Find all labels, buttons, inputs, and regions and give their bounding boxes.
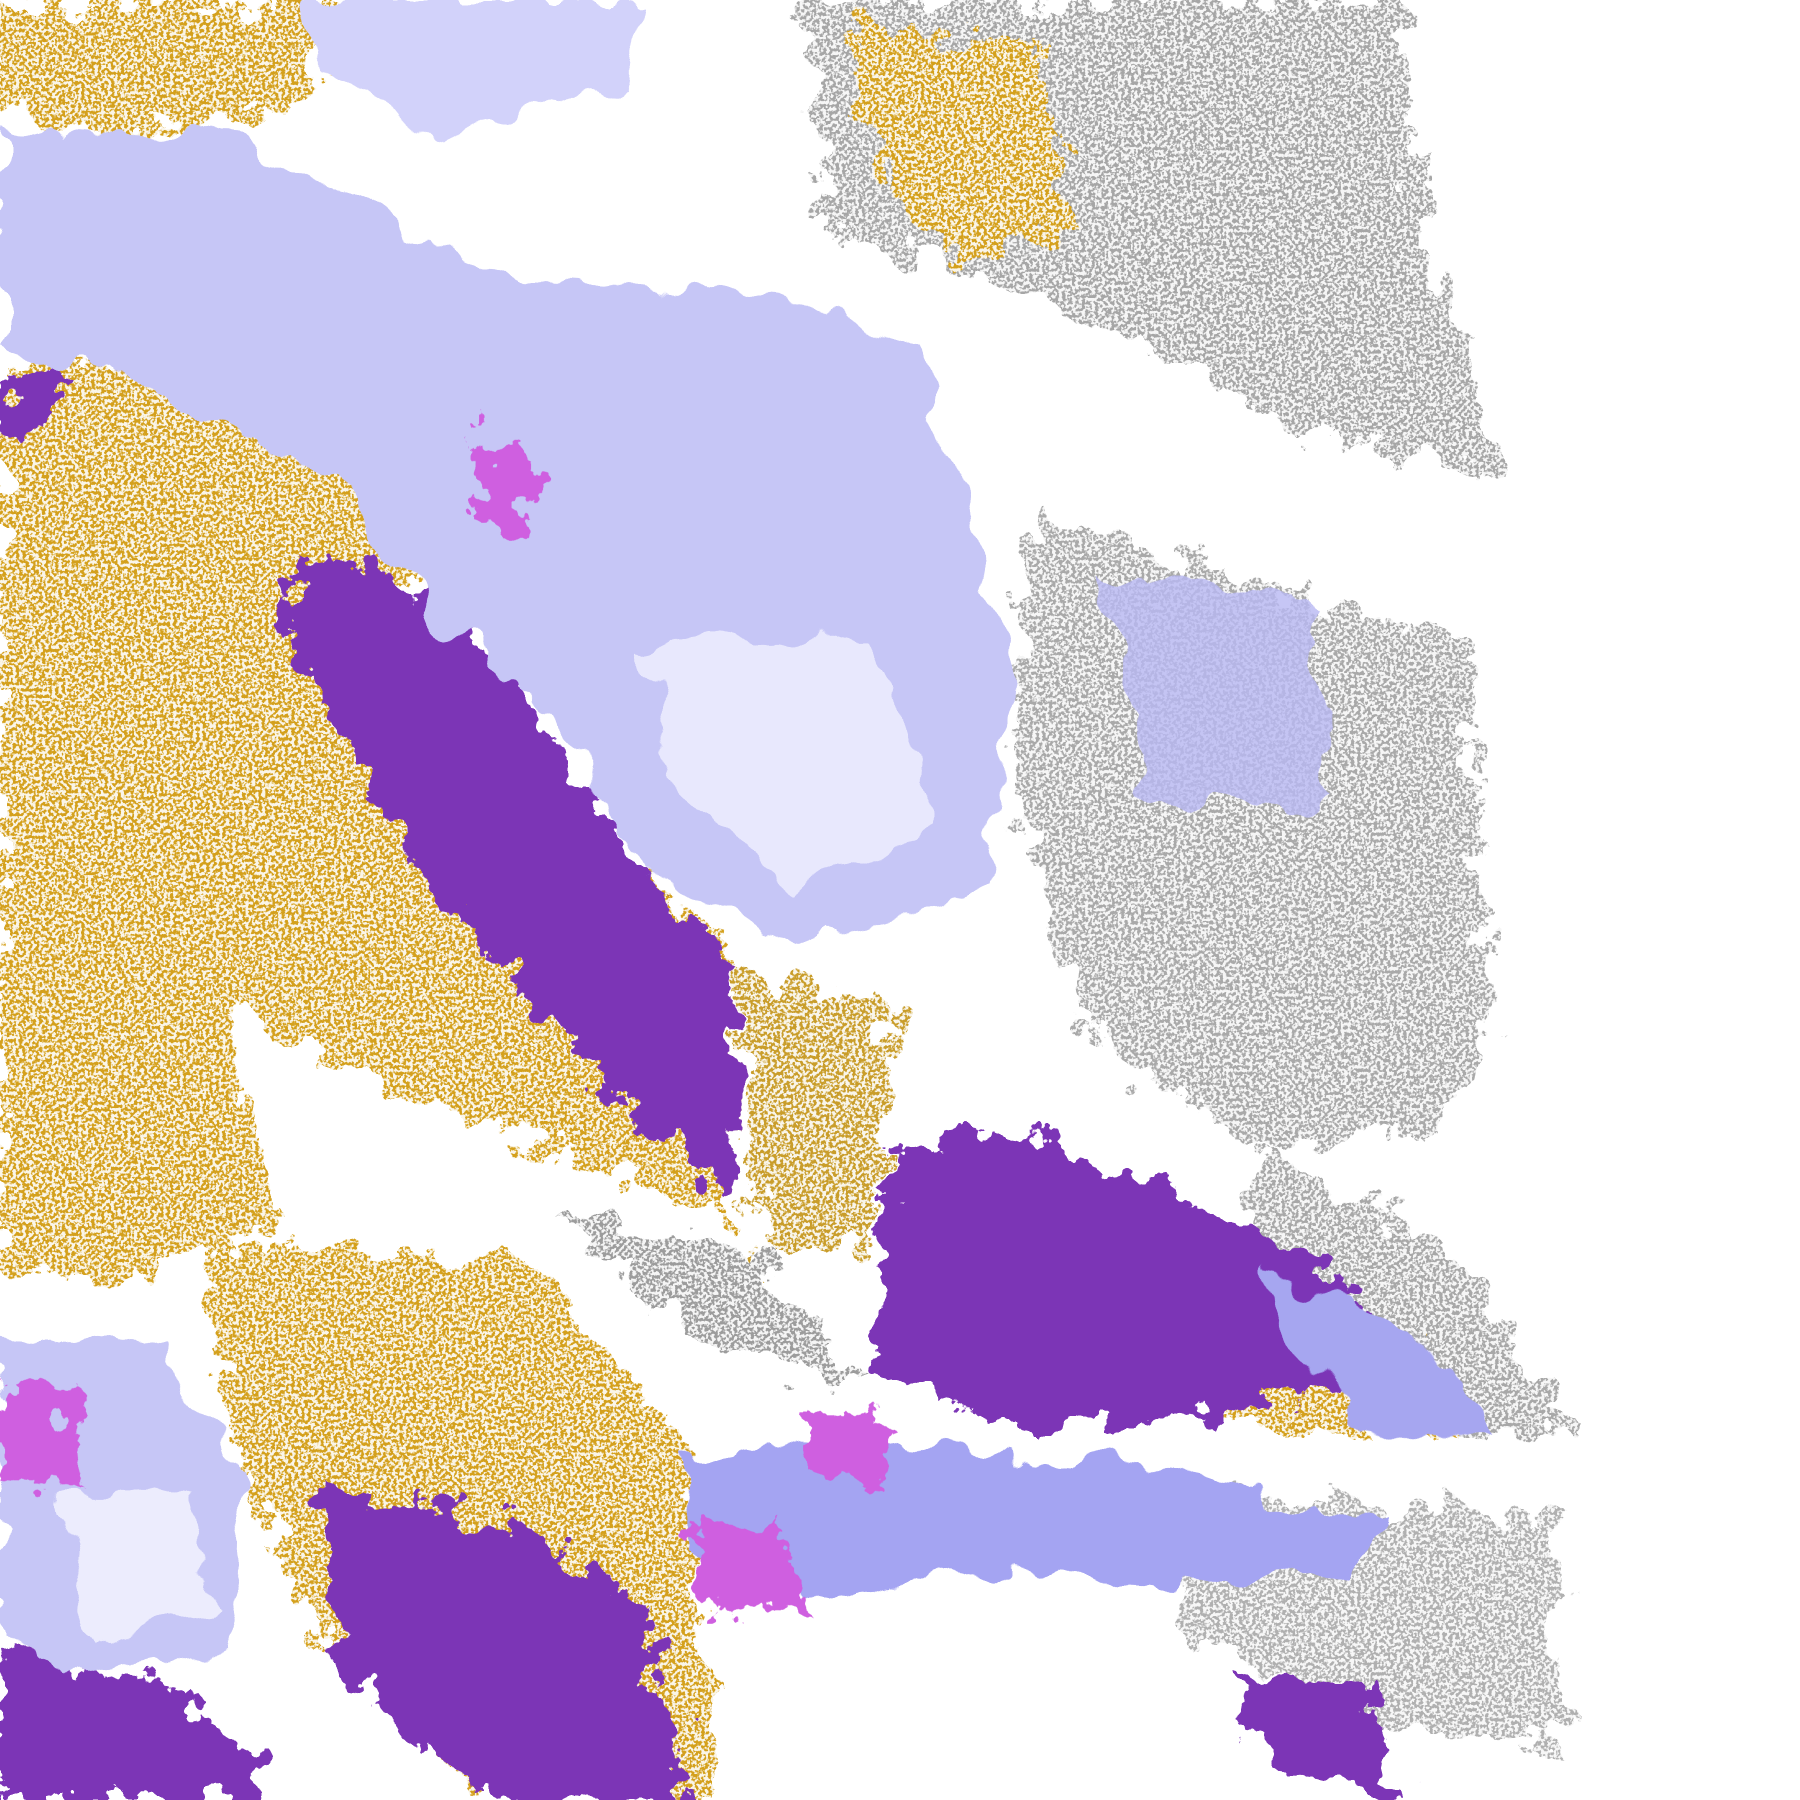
lavender-cloud	[298, 0, 643, 138]
periwinkle-cloud	[1262, 1262, 1493, 1435]
purple-layer	[0, 378, 1401, 1800]
purple-region	[0, 1653, 276, 1800]
purple-region	[1228, 1676, 1401, 1800]
lavender-layer	[0, 0, 1493, 1677]
purple-region	[286, 551, 735, 1194]
lavender-cloud	[1102, 573, 1332, 804]
bright-cloud	[45, 1492, 219, 1631]
magenta-region	[803, 1411, 896, 1481]
magenta-region	[0, 1377, 81, 1493]
magenta-region	[482, 436, 540, 529]
purple-region	[321, 1492, 689, 1800]
magenta-layer	[0, 436, 896, 1608]
bright-cloud	[642, 642, 942, 896]
purple-region	[872, 1136, 1378, 1424]
magenta-region	[688, 1515, 804, 1608]
purple-region	[0, 378, 69, 437]
